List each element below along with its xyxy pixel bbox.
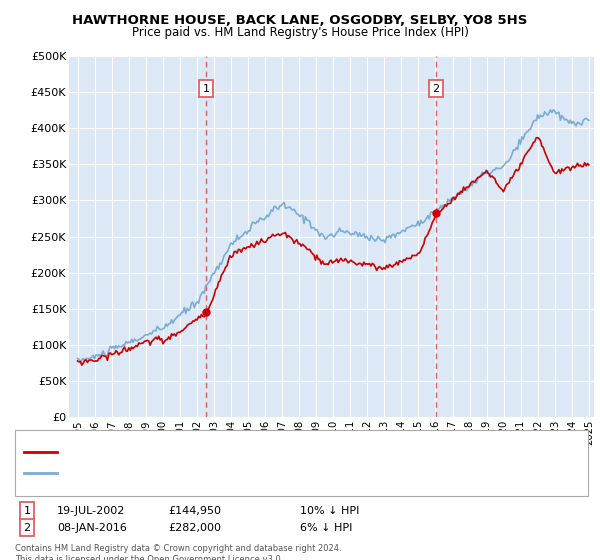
Text: £282,000: £282,000 — [168, 522, 221, 533]
Text: 2: 2 — [433, 83, 440, 94]
Text: 1: 1 — [203, 83, 209, 94]
Text: HAWTHORNE HOUSE, BACK LANE, OSGODBY, SELBY, YO8 5HS (detached house): HAWTHORNE HOUSE, BACK LANE, OSGODBY, SEL… — [60, 447, 476, 458]
Text: 2: 2 — [23, 522, 31, 533]
Text: 19-JUL-2002: 19-JUL-2002 — [57, 506, 125, 516]
Text: Price paid vs. HM Land Registry's House Price Index (HPI): Price paid vs. HM Land Registry's House … — [131, 26, 469, 39]
Text: £144,950: £144,950 — [168, 506, 221, 516]
Text: Contains HM Land Registry data © Crown copyright and database right 2024.
This d: Contains HM Land Registry data © Crown c… — [15, 544, 341, 560]
Text: 08-JAN-2016: 08-JAN-2016 — [57, 522, 127, 533]
Text: HAWTHORNE HOUSE, BACK LANE, OSGODBY, SELBY, YO8 5HS: HAWTHORNE HOUSE, BACK LANE, OSGODBY, SEL… — [73, 14, 527, 27]
Text: 1: 1 — [23, 506, 31, 516]
Text: 10% ↓ HPI: 10% ↓ HPI — [300, 506, 359, 516]
Text: 6% ↓ HPI: 6% ↓ HPI — [300, 522, 352, 533]
Text: HPI: Average price, detached house, North Yorkshire: HPI: Average price, detached house, Nort… — [60, 468, 333, 478]
